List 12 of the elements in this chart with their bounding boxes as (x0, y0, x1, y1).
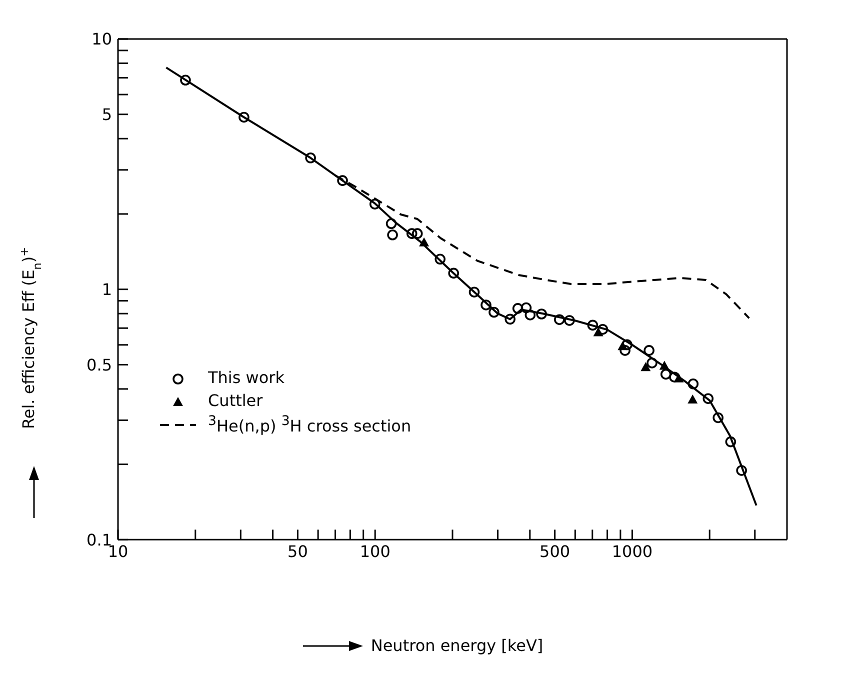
y-tick-label: 10 (92, 30, 112, 49)
legend-label: This work (208, 368, 284, 387)
x-tick-label: 500 (540, 542, 570, 562)
legend-label: Cuttler (208, 391, 263, 410)
legend-label: $^{3}$He(n,p) $^{3}$H cross section (208, 414, 412, 436)
x-tick-label: 1000 (612, 542, 653, 562)
y-tick-label: 0.5 (86, 355, 112, 374)
y-tick-label: 5 (102, 105, 112, 124)
x-tick-label: 50 (288, 542, 308, 562)
y-tick-label: 1 (102, 280, 112, 300)
x-tick-label: 100 (360, 542, 390, 562)
x-axis-title: Neutron energy [keV] (370, 636, 544, 655)
